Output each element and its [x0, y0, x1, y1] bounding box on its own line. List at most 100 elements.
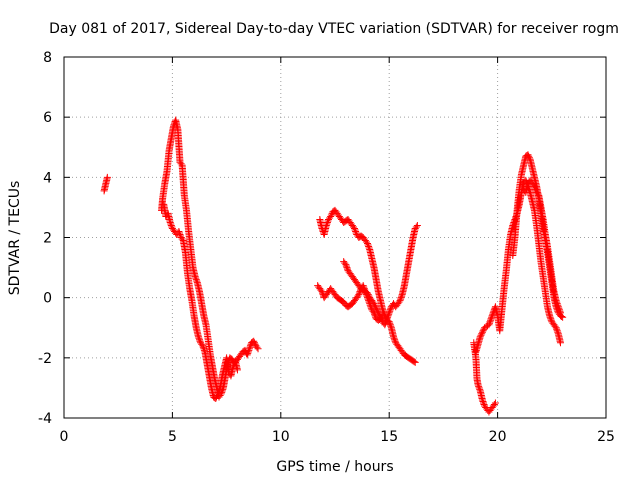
data-point — [216, 385, 224, 393]
data-point — [546, 313, 554, 321]
data-point — [192, 276, 200, 284]
data-point — [398, 292, 406, 300]
data-point — [478, 396, 486, 404]
data-point — [326, 214, 334, 222]
data-point — [382, 316, 390, 324]
data-point — [254, 345, 262, 353]
data-point — [524, 151, 532, 159]
data-point — [491, 399, 499, 407]
data-point — [411, 358, 419, 366]
data-point — [385, 309, 393, 317]
data-point — [373, 306, 381, 314]
data-point — [250, 337, 258, 345]
data-point — [349, 223, 357, 231]
data-point — [167, 221, 175, 229]
data-point — [175, 227, 183, 235]
data-point — [364, 291, 372, 299]
y-tick-label: -2 — [38, 351, 52, 367]
data-point — [397, 294, 405, 302]
data-point — [485, 319, 493, 327]
data-point — [253, 343, 261, 351]
data-point — [365, 244, 373, 252]
data-point — [386, 307, 394, 315]
data-point — [327, 212, 335, 220]
data-point — [525, 154, 533, 162]
data-point — [474, 381, 482, 389]
data-point — [395, 298, 403, 306]
y-tick-label: 8 — [43, 50, 52, 66]
data-point — [396, 297, 404, 305]
data-point — [103, 173, 111, 181]
data-point — [375, 310, 383, 318]
data-point — [192, 274, 200, 282]
data-point — [318, 288, 326, 296]
series-segment-3c — [340, 221, 421, 329]
data-point — [364, 240, 372, 248]
data-point — [351, 226, 359, 234]
data-point — [191, 273, 199, 281]
data-point — [355, 289, 363, 297]
data-point — [532, 185, 540, 193]
data-point — [554, 301, 562, 309]
data-point — [323, 218, 331, 226]
data-point — [480, 399, 488, 407]
x-tick-label: 15 — [380, 429, 398, 445]
data-point — [365, 243, 373, 251]
data-point — [178, 235, 186, 243]
data-point — [529, 181, 537, 189]
data-point — [246, 343, 254, 351]
data-point — [243, 351, 251, 359]
data-point — [410, 358, 418, 366]
data-point — [487, 316, 495, 324]
data-point — [250, 339, 258, 347]
data-point — [525, 152, 533, 160]
data-point — [245, 346, 253, 354]
data-point — [552, 324, 560, 332]
data-point — [374, 309, 382, 317]
data-point — [213, 391, 221, 399]
data-point — [387, 304, 395, 312]
axis-ticks: 0 5 10 15 20 25 -4 -2 0 2 4 6 8 — [38, 50, 615, 445]
data-point — [195, 334, 203, 342]
data-point — [200, 345, 208, 353]
data-point — [199, 343, 207, 351]
data-marks — [100, 116, 567, 416]
data-point — [381, 319, 389, 327]
chart-title: Day 081 of 2017, Sidereal Day-to-day VTE… — [49, 21, 619, 37]
data-point — [352, 227, 360, 235]
data-point — [168, 223, 176, 231]
data-point — [555, 306, 563, 314]
data-point — [478, 328, 486, 336]
data-point — [391, 337, 399, 345]
data-point — [212, 393, 220, 401]
x-axis-label: GPS time / hours — [276, 459, 393, 475]
data-point — [176, 230, 184, 238]
data-point — [485, 321, 493, 329]
data-point — [479, 397, 487, 405]
data-point — [244, 348, 252, 356]
data-point — [386, 306, 394, 314]
data-point — [341, 259, 349, 267]
data-point — [546, 312, 554, 320]
y-tick-label: 6 — [43, 110, 52, 126]
data-point — [369, 298, 377, 306]
data-point — [551, 322, 559, 330]
data-point — [194, 333, 202, 341]
data-point — [477, 331, 485, 339]
data-point — [387, 322, 395, 330]
series-segment-2a — [158, 116, 262, 401]
data-point — [385, 310, 393, 318]
data-point — [343, 264, 351, 272]
data-point — [342, 262, 350, 270]
x-tick-label: 5 — [168, 429, 177, 445]
data-point — [372, 304, 380, 312]
x-tick-label: 25 — [597, 429, 615, 445]
data-point — [390, 333, 398, 341]
data-point — [323, 220, 331, 228]
data-point — [475, 382, 483, 390]
data-point — [377, 313, 385, 321]
series-segment-1 — [100, 173, 111, 195]
data-point — [488, 313, 496, 321]
x-tick-label: 0 — [60, 429, 69, 445]
data-point — [215, 387, 223, 395]
